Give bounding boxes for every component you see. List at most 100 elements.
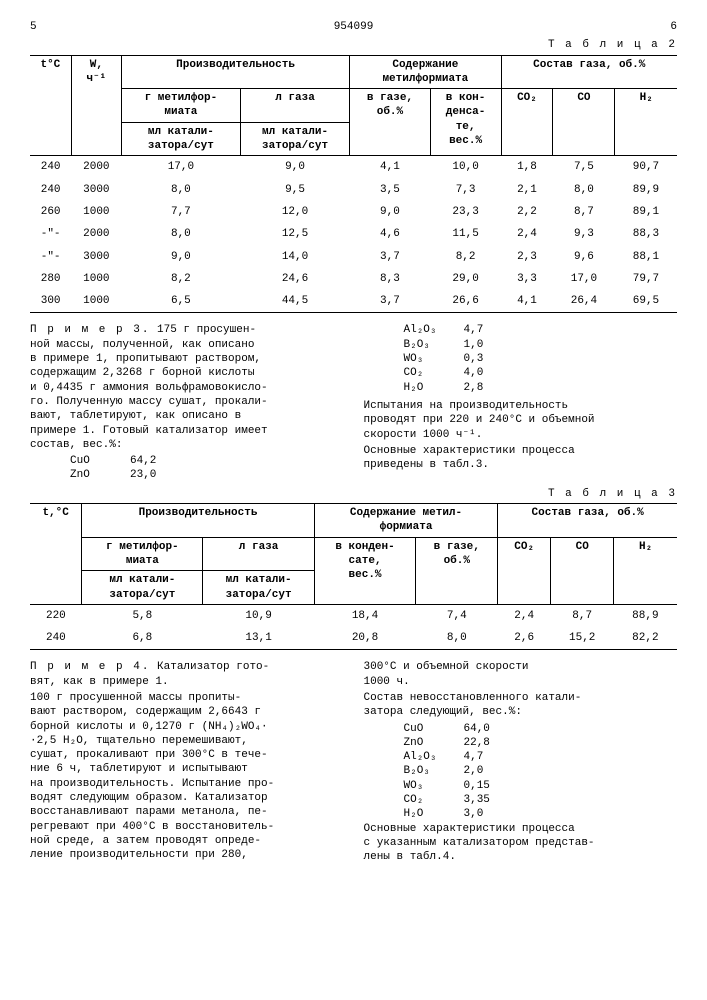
table-cell: 10,0 — [430, 156, 501, 179]
table-cell: 1000 — [71, 268, 121, 290]
table-row: -"-20008,012,54,611,52,49,388,3 — [30, 223, 677, 245]
t3-prod2-bot: мл катали-затора/сут — [203, 571, 314, 605]
table-cell: 9,0 — [121, 246, 240, 268]
ex4-body: 100 г просушенной массы пропиты-вают рас… — [30, 692, 274, 861]
table-cell: 1,8 — [501, 156, 553, 179]
table3: t,°C Производительность Содержание метил… — [30, 503, 677, 650]
table-cell: 79,7 — [615, 268, 677, 290]
table-cell: 44,5 — [240, 290, 349, 313]
t3-co2: CO₂ — [498, 537, 551, 604]
col-prod1-top: г метилфор-миата — [121, 89, 240, 123]
col-prod: Производительность — [121, 55, 349, 89]
text2-right: 300°С и объемной скорости1000 ч. Состав … — [364, 660, 678, 866]
comp-value: 22,8 — [464, 736, 490, 750]
table-cell: -"- — [30, 223, 71, 245]
composition-row: ZnO23,0 — [30, 468, 344, 482]
comp-value: 4,7 — [464, 750, 484, 764]
table-cell: 9,0 — [350, 201, 430, 223]
table2-label: Т а б л и ц а 2 — [30, 38, 677, 52]
table-cell: 240 — [30, 179, 71, 201]
comp-name: B₂O₃ — [404, 338, 464, 352]
table-cell: 240 — [30, 627, 82, 650]
composition-row: B₂O₃2,0 — [364, 764, 678, 778]
comp-name: CO₂ — [404, 366, 464, 380]
comp-name: CuO — [70, 454, 130, 468]
table-cell: 8,3 — [350, 268, 430, 290]
table-cell: 10,9 — [203, 604, 314, 627]
table3-label: Т а б л и ц а 3 — [30, 487, 677, 501]
table-cell: 9,3 — [553, 223, 615, 245]
table-cell: 82,2 — [614, 627, 677, 650]
text-block-1: П р и м е р 3. 175 г просушен-ной массы,… — [30, 323, 677, 482]
comp-value: 0,15 — [464, 779, 490, 793]
table-cell: 8,7 — [551, 604, 614, 627]
table-cell: -"- — [30, 246, 71, 268]
comp-name: B₂O₃ — [404, 764, 464, 778]
table-cell: 88,1 — [615, 246, 677, 268]
table-cell: 6,5 — [121, 290, 240, 313]
doc-number: 954099 — [334, 20, 374, 34]
comp-name: ZnO — [404, 736, 464, 750]
composition-row: CO₂3,35 — [364, 793, 678, 807]
comp-value: 0,3 — [464, 352, 484, 366]
col-mf: Содержаниеметилформиата — [350, 55, 501, 89]
ex4-title: П р и м е р 4. — [30, 661, 150, 673]
composition-row: WO₃0,3 — [364, 352, 678, 366]
table-cell: 3000 — [71, 179, 121, 201]
col-co: CO — [553, 89, 615, 156]
t3-co: CO — [551, 537, 614, 604]
t3-col-t: t,°C — [30, 504, 82, 605]
table-cell: 12,0 — [240, 201, 349, 223]
ex3-title: П р и м е р 3. — [30, 324, 150, 336]
col-w: W,ч⁻¹ — [71, 55, 121, 156]
t3-h2: H₂ — [614, 537, 677, 604]
table-cell: 11,5 — [430, 223, 501, 245]
table-cell: 4,1 — [501, 290, 553, 313]
comp-name: H₂O — [404, 807, 464, 821]
composition-row: CuO64,0 — [364, 722, 678, 736]
composition-row: CO₂4,0 — [364, 366, 678, 380]
table-cell: 7,3 — [430, 179, 501, 201]
comp-value: 64,2 — [130, 454, 156, 468]
comp-value: 3,0 — [464, 807, 484, 821]
composition-row: ZnO22,8 — [364, 736, 678, 750]
table-cell: 89,9 — [615, 179, 677, 201]
page-num-left: 5 — [30, 20, 37, 34]
table-cell: 26,6 — [430, 290, 501, 313]
col-prod1-bot: мл катали-затора/сут — [121, 122, 240, 156]
table-cell: 7,4 — [416, 604, 498, 627]
ex3-ref: Основные характеристики процессаприведен… — [364, 445, 575, 471]
comp-value: 64,0 — [464, 722, 490, 736]
col-mf1: в газе,об.% — [350, 89, 430, 156]
table-cell: 8,0 — [553, 179, 615, 201]
comp-value: 2,8 — [464, 381, 484, 395]
comp-value: 2,0 — [464, 764, 484, 778]
table-cell: 2000 — [71, 156, 121, 179]
table-cell: 15,2 — [551, 627, 614, 650]
table-cell: 3,5 — [350, 179, 430, 201]
comp-value: 3,35 — [464, 793, 490, 807]
table-cell: 13,1 — [203, 627, 314, 650]
col-prod2-top: л газа — [240, 89, 349, 123]
comp-name: Al₂O₃ — [404, 323, 464, 337]
comp-value: 4,7 — [464, 323, 484, 337]
table-cell: 90,7 — [615, 156, 677, 179]
table-row: 26010007,712,09,023,32,28,789,1 — [30, 201, 677, 223]
table-row: 2406,813,120,88,02,615,282,2 — [30, 627, 677, 650]
table-cell: 8,2 — [430, 246, 501, 268]
table-cell: 3,7 — [350, 290, 430, 313]
col-prod2-bot: мл катали-затора/сут — [240, 122, 349, 156]
table-cell: 23,3 — [430, 201, 501, 223]
composition-row: Al₂O₃4,7 — [364, 323, 678, 337]
table-cell: 8,7 — [553, 201, 615, 223]
comp-value: 4,0 — [464, 366, 484, 380]
table-cell: 280 — [30, 268, 71, 290]
page-num-right: 6 — [670, 20, 677, 34]
col-mf2: в кон-денса-те,вес.% — [430, 89, 501, 156]
comp-name: ZnO — [70, 468, 130, 482]
table-cell: 2,2 — [501, 201, 553, 223]
table-row: 2205,810,918,47,42,48,788,9 — [30, 604, 677, 627]
composition-row: H₂O2,8 — [364, 381, 678, 395]
table-cell: 220 — [30, 604, 82, 627]
table-cell: 88,9 — [614, 604, 677, 627]
